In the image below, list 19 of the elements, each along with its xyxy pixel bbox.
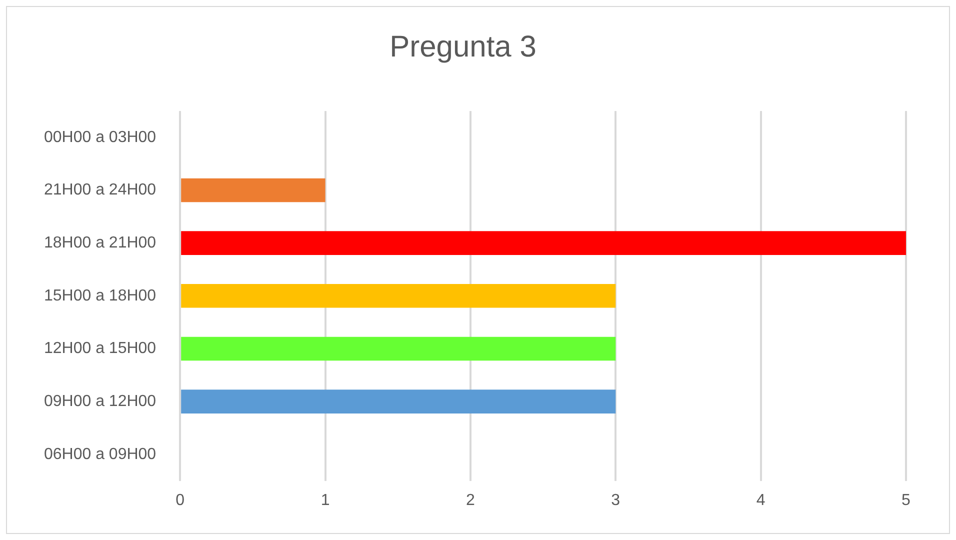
y-tick-label: 12H00 a 15H00 [44,340,156,358]
chart-title: Pregunta 3 [390,30,536,64]
y-tick-label: 09H00 a 12H00 [44,392,156,410]
bar [181,231,906,255]
bar [181,178,326,202]
bar [181,284,616,308]
x-tick-label: 0 [176,492,185,509]
x-tick-label: 2 [466,492,475,509]
x-tick-label: 5 [902,492,911,509]
bar [181,390,616,414]
x-tick-label: 4 [756,492,766,509]
y-tick-label: 21H00 a 24H00 [44,182,156,199]
bar [181,336,616,361]
y-tick-label: 00H00 a 03H00 [44,128,156,146]
y-tick-label: 06H00 a 09H00 [44,446,156,463]
y-tick-label: 15H00 a 18H00 [44,287,156,304]
y-tick-label: 18H00 a 21H00 [44,234,156,252]
x-tick-label: 1 [320,492,330,509]
x-tick-label: 3 [611,492,620,509]
